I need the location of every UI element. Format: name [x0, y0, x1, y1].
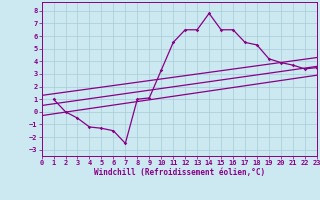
X-axis label: Windchill (Refroidissement éolien,°C): Windchill (Refroidissement éolien,°C) — [94, 168, 265, 177]
